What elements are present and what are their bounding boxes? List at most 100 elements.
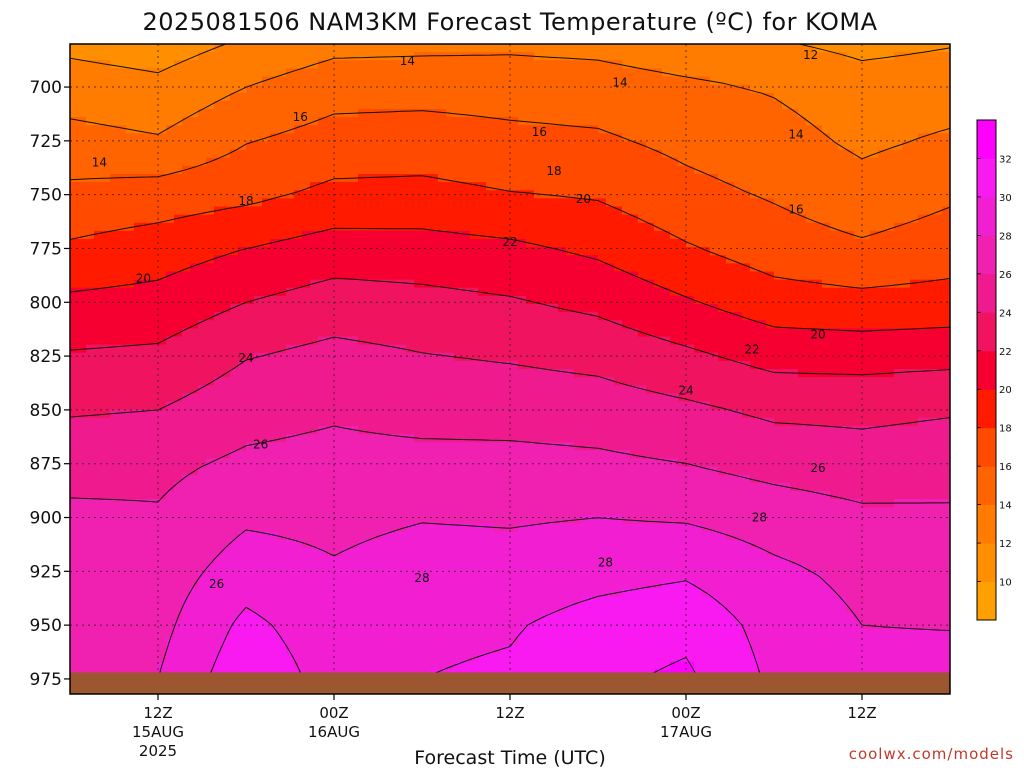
field-cell [550,596,559,606]
field-cell [302,295,311,305]
field-cell [262,182,271,191]
field-cell [158,271,167,281]
field-cell [302,92,311,102]
field-cell [190,653,199,663]
field-cell [310,255,319,264]
field-cell [334,117,343,126]
field-cell [70,320,79,329]
field-cell [78,133,87,143]
field-cell [486,555,495,565]
field-cell [94,393,103,403]
field-cell [270,263,279,273]
field-cell [294,531,303,541]
field-cell [438,645,447,654]
field-cell [414,271,423,281]
field-cell [118,466,127,476]
field-cell [94,198,103,208]
field-cell [70,539,79,549]
field-cell [214,442,223,451]
field-cell [326,360,335,370]
field-cell [158,263,167,273]
field-cell [286,661,295,671]
field-cell [238,230,247,240]
field-cell [334,271,343,281]
field-cell [190,620,199,630]
field-cell [222,100,231,110]
field-cell [486,434,495,443]
field-cell [566,206,575,216]
field-cell [246,629,255,638]
field-cell [518,174,527,183]
field-cell [262,596,271,606]
field-cell [198,287,207,297]
field-cell [286,653,295,663]
field-cell [230,198,239,208]
field-cell [358,523,367,533]
field-cell [118,312,127,321]
field-cell [246,385,255,394]
field-cell [150,287,159,297]
field-cell [382,385,391,394]
field-cell [166,182,175,191]
field-cell [374,661,383,671]
field-cell [102,295,111,305]
field-cell [438,279,447,289]
field-cell [542,393,551,403]
field-cell [510,442,519,451]
field-cell [358,52,367,61]
field-cell [86,661,95,671]
field-cell [222,604,231,614]
field-cell [350,442,359,451]
field-cell [238,547,247,557]
field-cell [134,263,143,273]
field-cell [262,604,271,614]
field-cell [254,564,263,573]
field-cell [438,182,447,191]
field-cell [358,44,367,53]
field-cell [350,661,359,671]
field-cell [470,612,479,622]
field-cell [222,580,231,589]
field-cell [390,279,399,289]
field-cell [558,442,567,451]
field-cell [406,84,415,94]
field-cell [366,629,375,638]
field-cell [390,117,399,126]
field-cell [542,68,551,78]
field-cell [334,385,343,394]
field-cell [358,645,367,654]
field-cell [446,499,455,508]
field-cell [310,490,319,500]
field-cell [230,44,239,53]
field-cell [430,425,439,435]
field-cell [166,84,175,94]
field-cell [406,580,415,589]
field-cell [470,572,479,581]
field-cell [222,165,231,175]
field-cell [326,539,335,549]
field-cell [110,393,119,403]
field-cell [558,507,567,516]
field-cell [454,580,463,589]
field-cell [134,482,143,492]
field-cell [526,588,535,598]
field-cell [318,263,327,273]
field-cell [246,271,255,281]
field-cell [174,222,183,232]
field-cell [566,109,575,118]
field-cell [350,393,359,403]
field-cell [214,499,223,508]
field-cell [374,620,383,630]
field-cell [406,279,415,289]
field-cell [238,458,247,468]
field-cell [86,133,95,143]
field-cell [374,604,383,614]
field-cell [334,588,343,598]
field-cell [102,206,111,216]
field-cell [518,344,527,354]
field-cell [558,369,567,378]
field-cell [358,385,367,394]
field-cell [494,295,503,305]
field-cell [518,109,527,118]
field-cell [134,92,143,102]
